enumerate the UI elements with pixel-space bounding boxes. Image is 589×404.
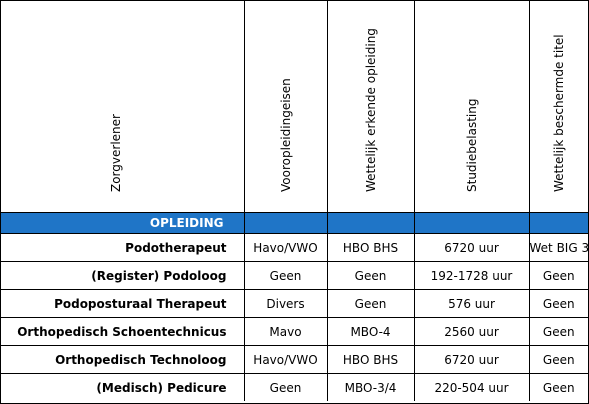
vooropleiding-cell: Havo/VWO [243, 345, 328, 374]
studiebelasting-cell: 220-504 uur [413, 373, 530, 401]
studiebelasting-cell: 576 uur [413, 289, 530, 318]
table-row: Podotherapeut Havo/VWO HBO BHS 6720 uur … [1, 233, 588, 262]
header-studiebelasting: Studiebelasting [413, 1, 530, 213]
opleiding-cell: HBO BHS [326, 345, 415, 374]
opleiding-cell: Geen [326, 261, 415, 290]
band-cell [528, 212, 588, 234]
header-vooropleiding: Vooropleidingeisen [243, 1, 328, 213]
header-vooropleiding-label: Vooropleidingeisen [278, 78, 293, 192]
band-cell [326, 212, 415, 234]
table-row: Orthopedisch Technoloog Havo/VWO HBO BHS… [1, 345, 588, 374]
studiebelasting-cell: 192-1728 uur [413, 261, 530, 290]
vooropleiding-cell: Divers [243, 289, 328, 318]
band-cell [413, 212, 530, 234]
header-zorgverlener: Zorgverlener [1, 1, 245, 213]
studiebelasting-cell: 6720 uur [413, 233, 530, 262]
header-titel: Wettelijk beschermde titel [528, 1, 588, 213]
titel-cell: Wet BIG 34 [528, 233, 588, 262]
table-row: (Medisch) Pedicure Geen MBO-3/4 220-504 … [1, 373, 588, 401]
zorgverlener-cell: Podoposturaal Therapeut [1, 289, 245, 318]
vooropleiding-cell: Geen [243, 261, 328, 290]
titel-cell: Geen [528, 317, 588, 346]
titel-cell: Geen [528, 289, 588, 318]
zorgverlener-cell: Podotherapeut [1, 233, 245, 262]
studiebelasting-cell: 6720 uur [413, 345, 530, 374]
section-label: OPLEIDING [1, 212, 245, 234]
opleiding-cell: MBO-4 [326, 317, 415, 346]
zorgverlener-cell: Orthopedisch Technoloog [1, 345, 245, 374]
zorgverlener-cell: (Register) Podoloog [1, 261, 245, 290]
zorgverlener-cell: (Medisch) Pedicure [1, 373, 245, 401]
table-row: Podoposturaal Therapeut Divers Geen 576 … [1, 289, 588, 318]
opleiding-cell: HBO BHS [326, 233, 415, 262]
header-titel-label: Wettelijk beschermde titel [551, 34, 566, 192]
header-studiebelasting-label: Studiebelasting [464, 98, 479, 192]
vooropleiding-cell: Havo/VWO [243, 233, 328, 262]
titel-cell: Geen [528, 261, 588, 290]
band-cell [243, 212, 328, 234]
titel-cell: Geen [528, 345, 588, 374]
header-wettelijke-opleiding: Wettelijk erkende opleiding [326, 1, 415, 213]
titel-cell: Geen [528, 373, 588, 401]
vooropleiding-cell: Mavo [243, 317, 328, 346]
vooropleiding-cell: Geen [243, 373, 328, 401]
zorgverlener-cell: Orthopedisch Schoentechnicus [1, 317, 245, 346]
opleiding-cell: MBO-3/4 [326, 373, 415, 401]
header-zorgverlener-label: Zorgverlener [109, 114, 123, 192]
studiebelasting-cell: 2560 uur [413, 317, 530, 346]
section-band: OPLEIDING [1, 212, 588, 234]
opleiding-cell: Geen [326, 289, 415, 318]
header-wettelijke-opleiding-label: Wettelijk erkende opleiding [363, 28, 378, 192]
table-row: Orthopedisch Schoentechnicus Mavo MBO-4 … [1, 317, 588, 346]
table-row: (Register) Podoloog Geen Geen 192-1728 u… [1, 261, 588, 290]
header-row: Zorgverlener Vooropleidingeisen Wettelij… [1, 1, 588, 213]
